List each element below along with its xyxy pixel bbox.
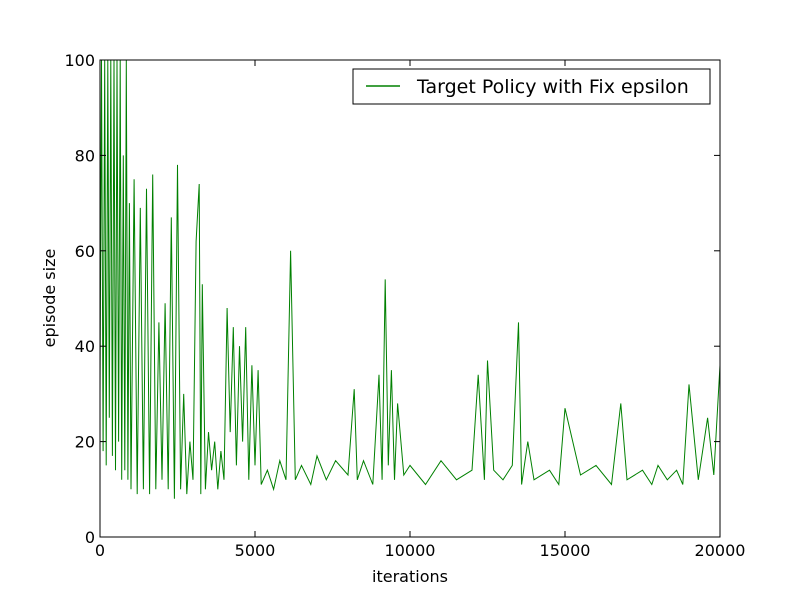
x-tick-label: 10000: [385, 541, 436, 560]
y-tick-label: 40: [75, 337, 95, 356]
x-tick-label: 5000: [235, 541, 276, 560]
series-layer: [99, 59, 721, 499]
y-tick-label: 0: [85, 528, 95, 547]
y-tick-label: 100: [64, 51, 95, 70]
series-line: [99, 59, 721, 499]
ticks-layer: 0 5000 10000 15000 20000 0 20 40 60 80 100: [64, 51, 745, 560]
x-axis-label: iterations: [372, 567, 448, 586]
y-tick-label: 60: [75, 242, 95, 261]
legend-entry-label: Target Policy with Fix epsilon: [416, 76, 689, 98]
y-axis-label: episode size: [40, 249, 59, 348]
x-tick-label: 0: [95, 541, 105, 560]
legend: Target Policy with Fix epsilon: [352, 68, 711, 105]
x-tick-label: 20000: [695, 541, 746, 560]
plot-background: [100, 60, 720, 537]
x-tick-label: 15000: [540, 541, 591, 560]
y-tick-label: 20: [75, 433, 95, 452]
legend-box: [352, 68, 711, 105]
y-tick-label: 80: [75, 146, 95, 165]
